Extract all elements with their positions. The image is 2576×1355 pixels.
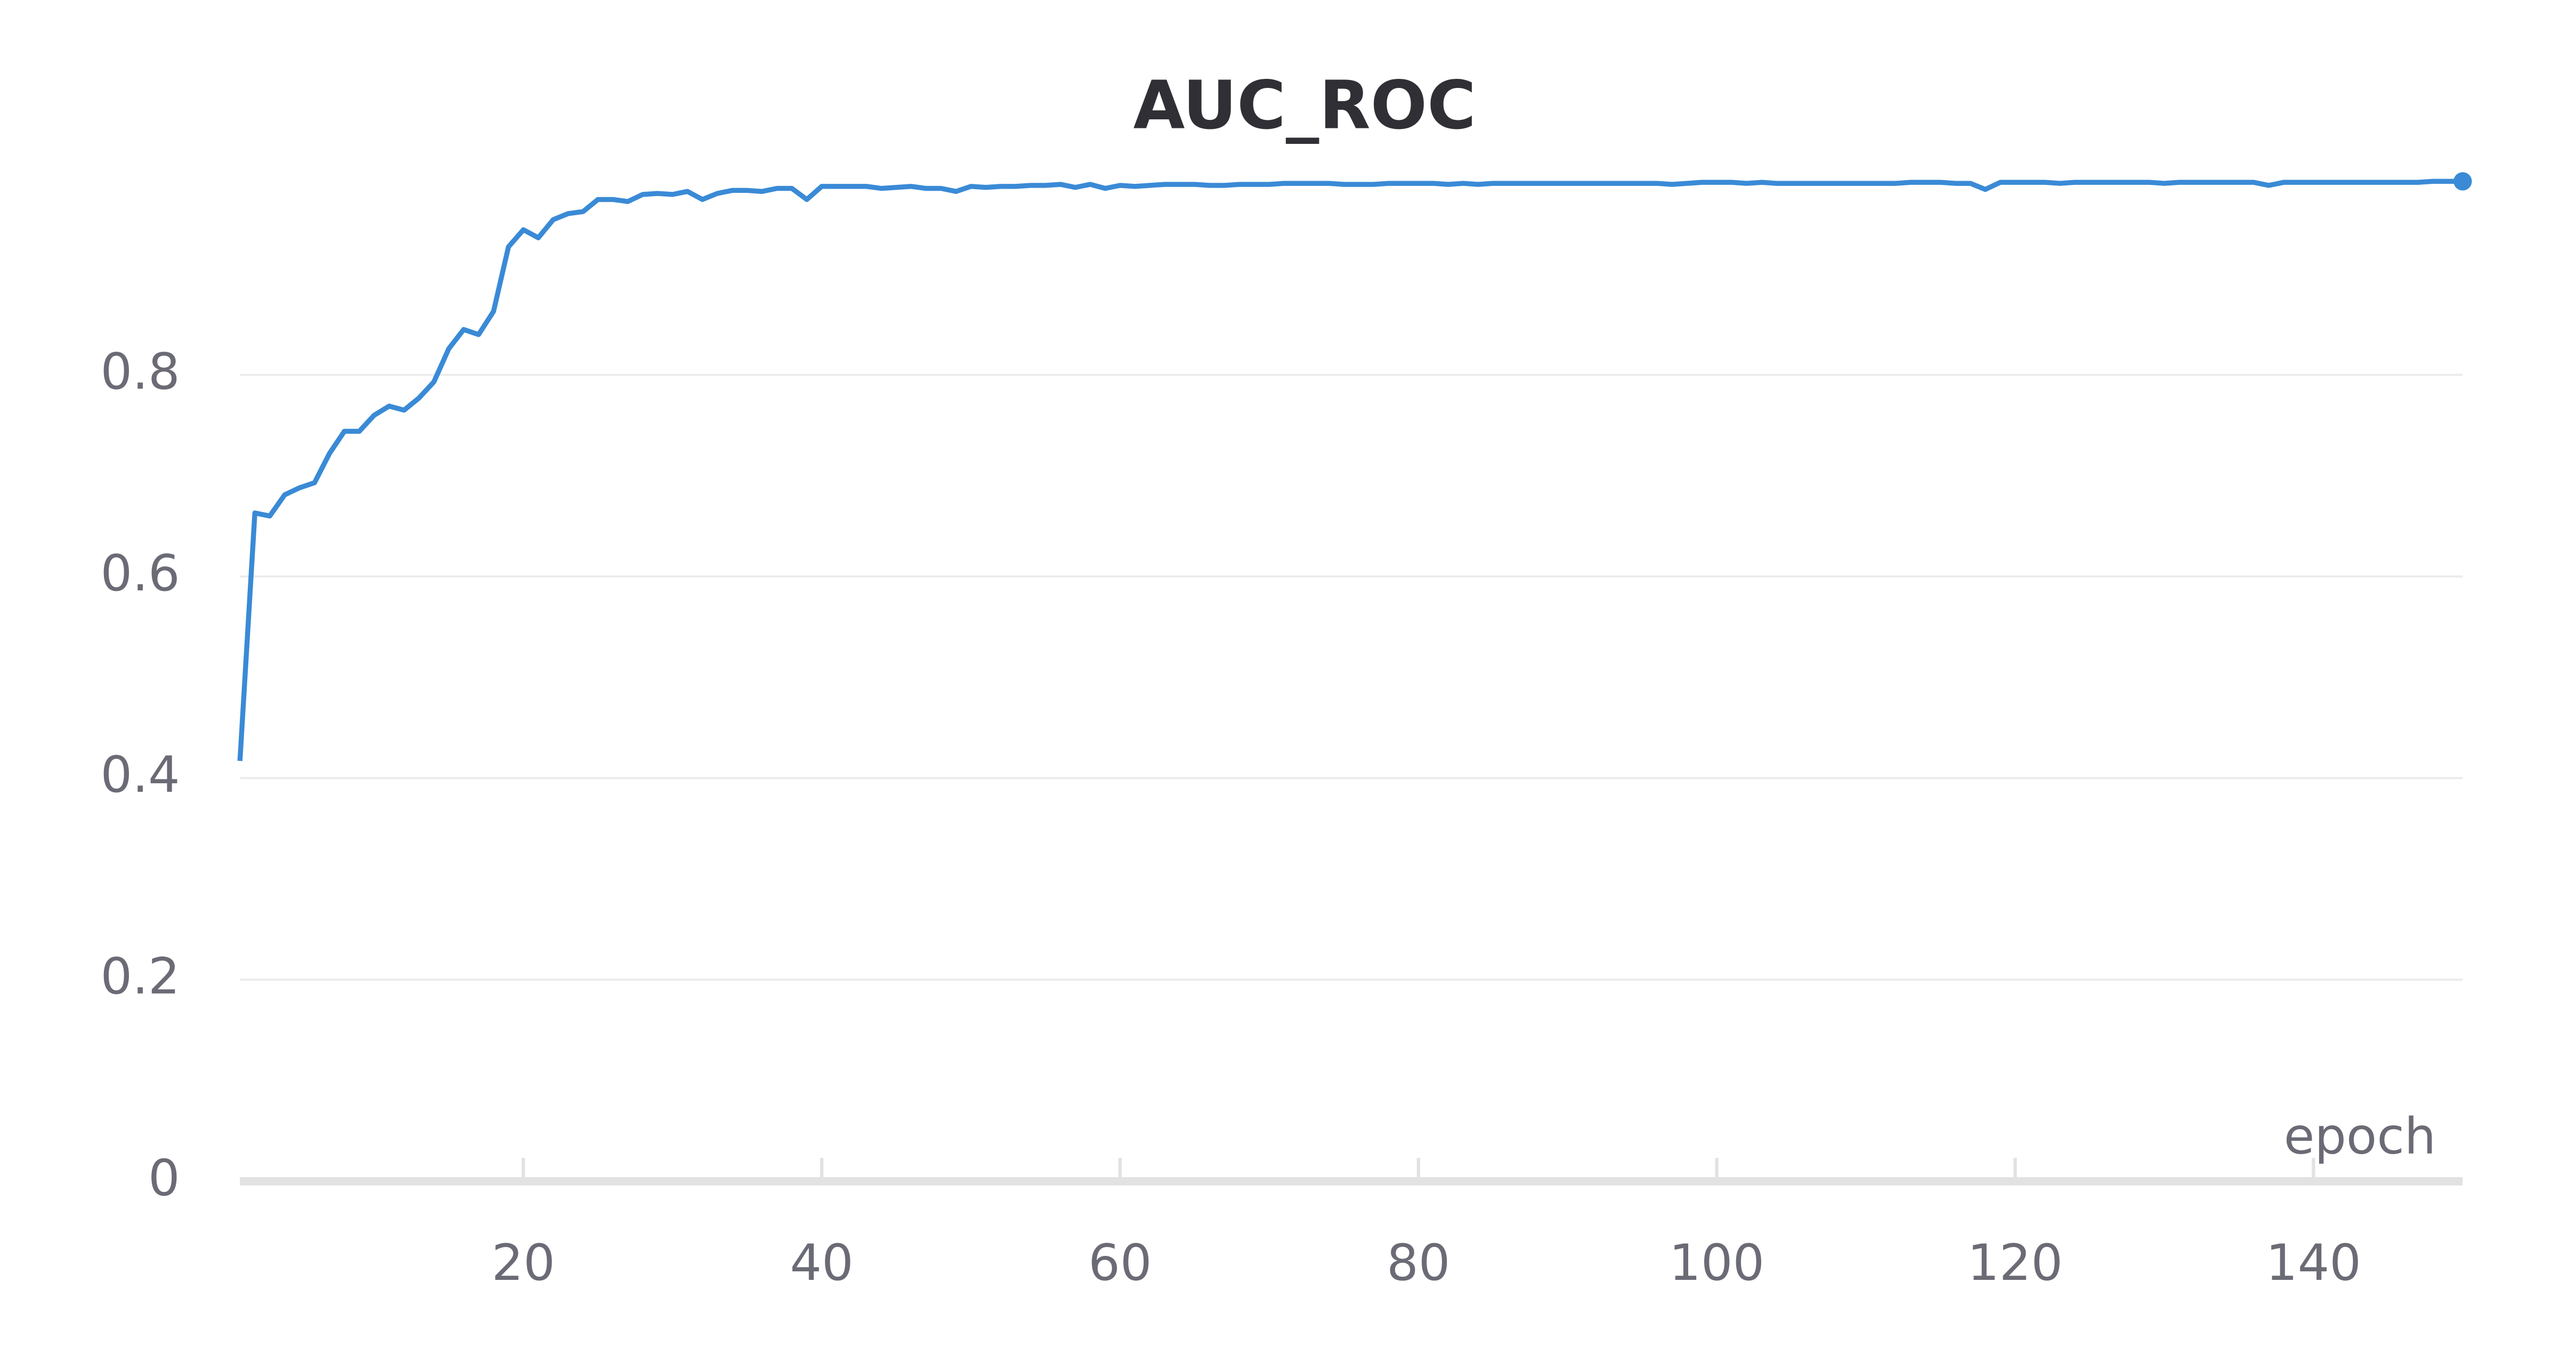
x-tick-label: 120	[1967, 1234, 2063, 1292]
x-axis-label: epoch	[2284, 1108, 2436, 1166]
y-tick-label: 0	[148, 1149, 180, 1207]
y-tick-label: 0.4	[101, 746, 180, 804]
y-tick-label: 0.2	[101, 947, 180, 1005]
x-tick-label: 140	[2266, 1234, 2361, 1292]
y-tick-label: 0.8	[101, 343, 180, 401]
x-tick-label: 40	[790, 1234, 853, 1292]
line	[237, 178, 2463, 761]
x-tick-label: 100	[1669, 1234, 1764, 1292]
y-tick-label: 0.6	[101, 545, 180, 603]
end-point	[2453, 172, 2472, 191]
x-tick-label: 60	[1088, 1234, 1152, 1292]
x-tick-label: 20	[491, 1234, 555, 1292]
x-tick-label: 80	[1387, 1234, 1450, 1292]
chart-title: AUC_ROC	[1133, 67, 1476, 144]
